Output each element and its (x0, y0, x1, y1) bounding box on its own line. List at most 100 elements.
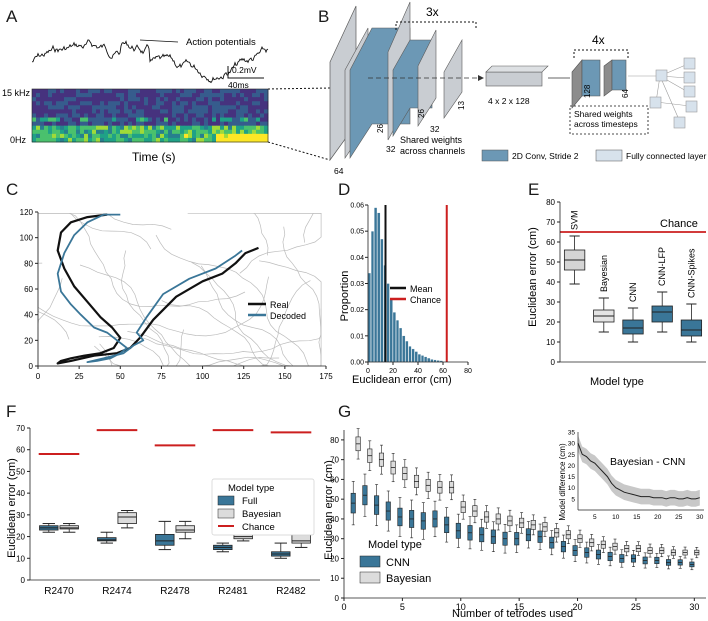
box-bayesian (175, 525, 195, 533)
spectrogram-cell (168, 137, 173, 143)
spectrogram-cell (80, 121, 85, 127)
spectrogram-cell (92, 97, 97, 102)
spectrogram-cell (264, 121, 269, 127)
spectrogram-cell (220, 121, 225, 127)
spectrogram-cell (80, 117, 85, 123)
flow-arrowhead (478, 75, 484, 81)
spectrogram-cell (72, 121, 77, 127)
spectrogram-cell (220, 97, 225, 102)
spectrogram-cell (144, 125, 149, 131)
spectrogram-cell (40, 117, 45, 123)
action-potentials-label: Action potentials (186, 37, 256, 48)
spectrogram-cell (36, 93, 41, 98)
spectrogram-cell (56, 133, 61, 139)
spectrogram-cell (68, 97, 73, 102)
spectrogram-cell (220, 117, 225, 123)
dim-label-26b: 26 (417, 109, 426, 118)
spectrogram-cell (220, 101, 225, 106)
spectrogram-cell (208, 133, 213, 139)
spectrogram-cell (108, 113, 113, 118)
spectrogram-cell (236, 101, 241, 106)
spectrogram-cell (120, 129, 125, 135)
box-cnn (622, 319, 644, 335)
spectrogram-cell (44, 101, 49, 106)
spectrogram-cell (116, 105, 121, 110)
spectrogram-cell (116, 121, 121, 127)
spectrogram-cell (224, 105, 229, 110)
spectrogram-cell (44, 117, 49, 123)
spectrogram-cell (172, 97, 177, 102)
spectrogram-cell (40, 93, 45, 98)
spectrogram-cell (232, 133, 237, 139)
spectrogram-cell (124, 129, 129, 135)
y-tick-label: 0 (335, 594, 340, 603)
background-trajectory (37, 278, 63, 366)
spectrogram-cell (48, 121, 53, 127)
per-rat-boxplot: R2470 R2474 R2478 R2481 R2482 0 10 20 30 40 50 60 70 (16, 424, 320, 597)
spectrogram-cell (116, 125, 121, 131)
category-label: R2482 (276, 586, 306, 597)
spectrogram-cell (208, 105, 213, 110)
spectrogram-cell (136, 109, 141, 114)
spectrogram-cell (200, 97, 205, 102)
y-tick-label: 80 (330, 436, 339, 445)
spectrogram-cell (32, 89, 37, 94)
spectrogram-cell (80, 109, 85, 114)
spectrogram-cell (104, 137, 109, 143)
spectrogram-cell (48, 93, 53, 98)
spectrogram-cell (156, 101, 161, 106)
spectrogram-cell (252, 89, 257, 94)
spectrogram-cell (208, 117, 213, 123)
spectrogram-cell (60, 89, 65, 94)
spectrogram-cell (260, 89, 265, 94)
spectrogram-cell (260, 97, 265, 102)
spectrogram-cell (36, 137, 41, 143)
spectrogram-cell (196, 121, 201, 127)
spectrogram-cell (184, 133, 189, 139)
spectrogram-cell (152, 117, 157, 123)
spectrogram-cell (172, 137, 177, 143)
spectrogram-cell (84, 109, 89, 114)
spectrogram-cell (156, 125, 161, 131)
spectrogram-cell (148, 93, 153, 98)
spectrogram-cell (232, 125, 237, 131)
spectrogram-cell (248, 133, 253, 139)
spectrogram-cell (64, 133, 69, 139)
spectrogram-cell (140, 133, 145, 139)
spectrogram-cell (144, 101, 149, 106)
spectrogram-cell (60, 125, 65, 131)
spectrogram-cell (128, 109, 133, 114)
x-tick-label: 0 (366, 368, 370, 375)
spectrogram-cell (244, 133, 249, 139)
spectrogram-cell (136, 89, 141, 94)
spectrogram-cell (220, 105, 225, 110)
spectrogram-cell (212, 109, 217, 114)
spectrogram-cell (152, 97, 157, 102)
spectrogram-cell (72, 133, 77, 139)
spectrogram-cell (108, 89, 113, 94)
spectrogram-cell (40, 101, 45, 106)
spectrogram-cell (216, 125, 221, 131)
box-label: CNN-Spikes (686, 248, 696, 298)
spectrogram-cell (152, 105, 157, 110)
model-type-boxplot: SVM Bayesian CNN CNN-LFP CNN-Spikes 0 10 20 30 40… (546, 198, 706, 367)
spectrogram-cell (188, 89, 193, 94)
spectrogram-cell (160, 117, 165, 123)
spectrogram-cell (264, 125, 269, 131)
spectrogram-cell (200, 133, 205, 139)
spectrogram-cell (84, 133, 89, 139)
spectrogram-cell (120, 137, 125, 143)
spectrogram-cell (112, 133, 117, 139)
spectrogram-cell (256, 129, 261, 135)
spectrogram-cell (196, 117, 201, 123)
spectrogram-cell (32, 101, 37, 106)
spectrogram-cell (192, 133, 197, 139)
spectrogram-cell (140, 113, 145, 118)
background-trajectory (259, 260, 322, 366)
y-tick-label: 120 (20, 208, 34, 217)
spectrogram-cell (220, 93, 225, 98)
spectrogram-cell (32, 129, 37, 135)
spectrogram-cell (180, 113, 185, 118)
box-label: CNN (628, 283, 638, 303)
